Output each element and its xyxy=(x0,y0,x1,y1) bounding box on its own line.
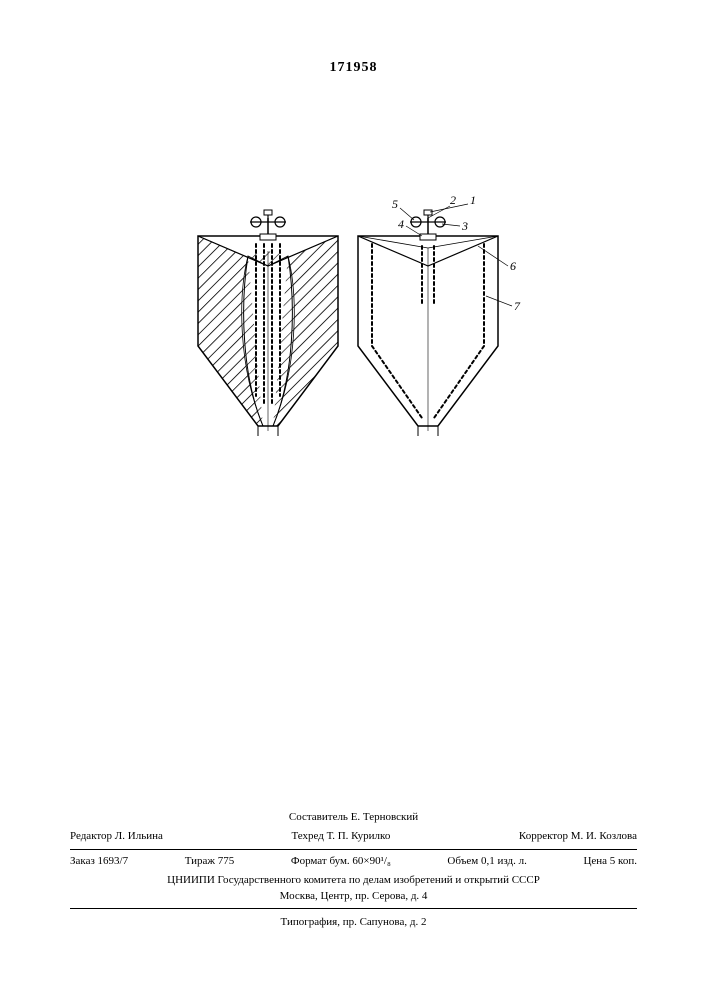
callout-2: 2 xyxy=(450,196,456,207)
left-hopper xyxy=(198,210,338,436)
organization: ЦНИИПИ Государственного комитета по дела… xyxy=(70,873,637,888)
tech-editor: Техред Т. П. Курилко xyxy=(291,829,390,844)
callout-5: 5 xyxy=(392,197,398,211)
callout-6: 6 xyxy=(510,259,516,273)
format: Формат бум. 60×90¹/₈ xyxy=(291,854,391,869)
editor: Редактор Л. Ильина xyxy=(70,829,163,844)
callout-3: 3 xyxy=(461,219,468,233)
page: 171958 xyxy=(0,0,707,1000)
volume: Объем 0,1 изд. л. xyxy=(447,854,526,869)
footer: Составитель Е. Терновский Редактор Л. Ил… xyxy=(70,810,637,930)
divider-1 xyxy=(70,849,637,850)
typography: Типография, пр. Сапунова, д. 2 xyxy=(70,915,637,930)
callout-4: 4 xyxy=(398,217,404,231)
callout-7: 7 xyxy=(514,299,521,313)
editors-row: Редактор Л. Ильина Техред Т. П. Курилко … xyxy=(70,829,637,844)
figure: 1 2 3 4 5 6 7 xyxy=(178,196,528,461)
divider-2 xyxy=(70,908,637,909)
page-number: 171958 xyxy=(0,60,707,76)
circulation: Тираж 775 xyxy=(185,854,235,869)
callout-1: 1 xyxy=(470,196,476,207)
address: Москва, Центр, пр. Серова, д. 4 xyxy=(70,889,637,904)
diagram-svg: 1 2 3 4 5 6 7 xyxy=(178,196,528,456)
corrector: Корректор М. И. Козлова xyxy=(519,829,637,844)
compiler-line: Составитель Е. Терновский xyxy=(70,810,637,825)
print-info-row: Заказ 1693/7 Тираж 775 Формат бум. 60×90… xyxy=(70,854,637,869)
right-hopper xyxy=(358,204,512,436)
order: Заказ 1693/7 xyxy=(70,854,128,869)
price: Цена 5 коп. xyxy=(583,854,637,869)
